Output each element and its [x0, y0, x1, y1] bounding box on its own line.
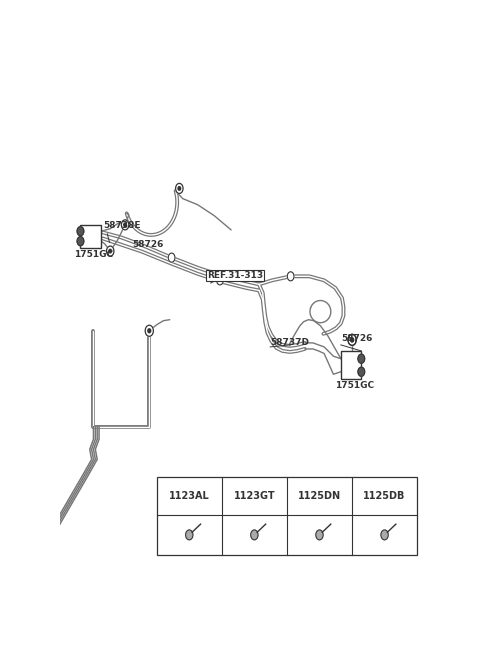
- Bar: [341, 351, 361, 379]
- Circle shape: [124, 223, 126, 227]
- Circle shape: [145, 326, 154, 336]
- Circle shape: [109, 250, 111, 253]
- Circle shape: [351, 338, 354, 342]
- Circle shape: [381, 530, 388, 540]
- Text: 58738E: 58738E: [103, 221, 140, 230]
- Circle shape: [288, 272, 294, 281]
- Circle shape: [251, 530, 258, 540]
- Text: 58726: 58726: [341, 335, 372, 343]
- Circle shape: [107, 246, 114, 256]
- Circle shape: [77, 227, 84, 236]
- Circle shape: [77, 236, 84, 246]
- Circle shape: [358, 367, 365, 376]
- Circle shape: [348, 334, 356, 345]
- Text: REF.31-313: REF.31-313: [207, 271, 263, 280]
- Circle shape: [186, 530, 193, 540]
- Text: 58726: 58726: [132, 240, 164, 249]
- Circle shape: [316, 530, 323, 540]
- Circle shape: [121, 220, 129, 230]
- Text: 1125DN: 1125DN: [298, 491, 341, 501]
- Circle shape: [176, 183, 183, 193]
- Circle shape: [358, 354, 365, 364]
- Circle shape: [148, 329, 151, 333]
- Text: 1123GT: 1123GT: [234, 491, 275, 501]
- Bar: [81, 225, 101, 248]
- Circle shape: [216, 276, 223, 285]
- Circle shape: [351, 338, 354, 342]
- Circle shape: [168, 253, 175, 262]
- Bar: [156, 477, 417, 555]
- Text: 1125DB: 1125DB: [363, 491, 406, 501]
- Circle shape: [178, 187, 180, 190]
- Circle shape: [348, 334, 356, 345]
- Text: 1123AL: 1123AL: [169, 491, 210, 501]
- Text: 1751GC: 1751GC: [74, 250, 113, 259]
- Text: 1751GC: 1751GC: [335, 381, 373, 390]
- Text: 58737D: 58737D: [270, 338, 309, 347]
